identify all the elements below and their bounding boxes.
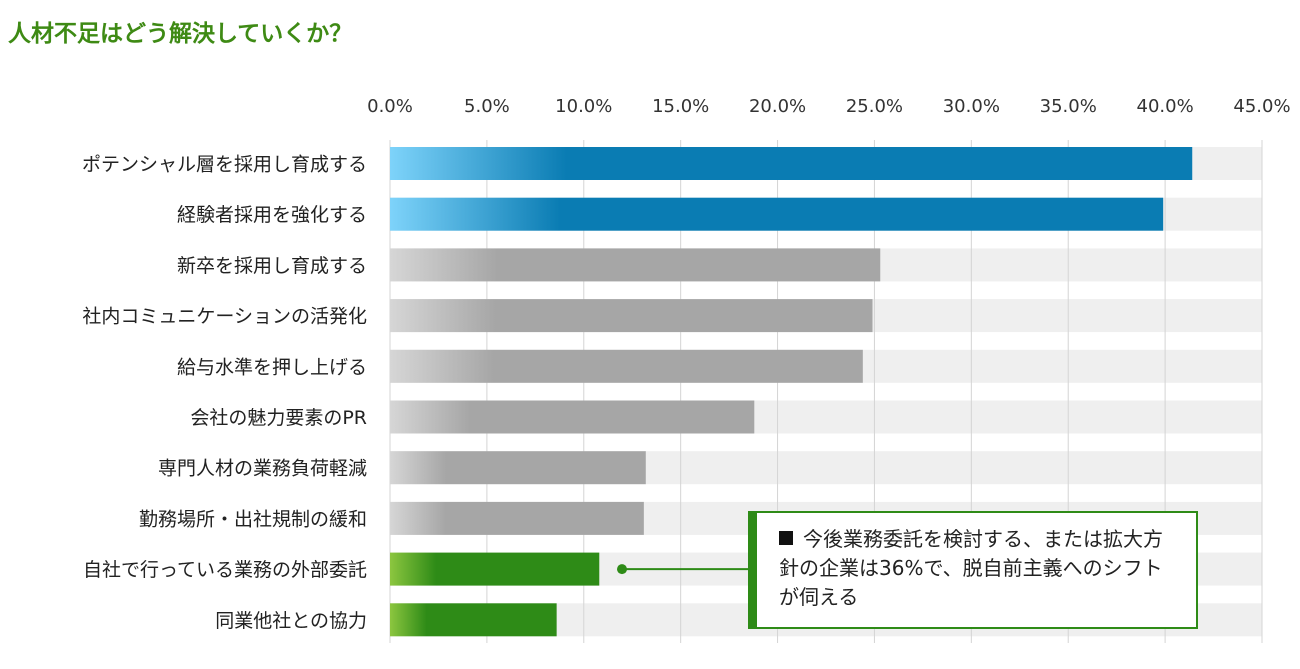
category-label: 社内コミュニケーションの活発化 [82, 306, 367, 328]
bar [390, 603, 557, 637]
category-label: ポテンシャル層を採用し育成する [82, 154, 367, 176]
x-tick-label: 5.0% [464, 96, 510, 117]
callout-text: 今後業務委託を検討する、または拡大方針の企業は36%で、脱自前主義へのシフトが伺… [779, 527, 1163, 609]
x-tick-label: 40.0% [1137, 96, 1194, 117]
category-label: 会社の魅力要素のPR [190, 407, 367, 429]
x-tick-label: 10.0% [555, 96, 612, 117]
x-tick-label: 45.0% [1233, 96, 1290, 117]
bar [390, 299, 873, 333]
x-tick-label: 15.0% [652, 96, 709, 117]
bar [390, 552, 600, 586]
category-label: 同業他社との協力 [215, 610, 367, 632]
callout-connector-dot [617, 564, 627, 575]
bar [390, 400, 755, 434]
x-tick-label: 25.0% [846, 96, 903, 117]
category-label: 自社で行っている業務の外部委託 [83, 559, 367, 581]
category-label: 新卒を採用し育成する [177, 255, 367, 277]
category-label: 勤務場所・出社規制の緩和 [139, 508, 367, 530]
bar [390, 248, 881, 282]
category-label: 給与水準を押し上げる [177, 356, 367, 378]
x-tick-label: 35.0% [1040, 96, 1097, 117]
callout-box: 今後業務委託を検討する、または拡大方針の企業は36%で、脱自前主義へのシフトが伺… [748, 511, 1198, 629]
x-tick-label: 0.0% [367, 96, 413, 117]
bar [390, 197, 1164, 231]
bar [390, 451, 646, 485]
callout-bullet-icon [779, 531, 793, 545]
x-tick-label: 30.0% [943, 96, 1000, 117]
bar [390, 147, 1193, 180]
category-label: 経験者採用を強化する [177, 204, 367, 226]
page-title: 人材不足はどう解決していくか？ [8, 21, 353, 47]
x-tick-label: 20.0% [749, 96, 806, 117]
bar [390, 501, 644, 535]
bar [390, 349, 863, 383]
category-label: 専門人材の業務負荷軽減 [158, 458, 367, 480]
